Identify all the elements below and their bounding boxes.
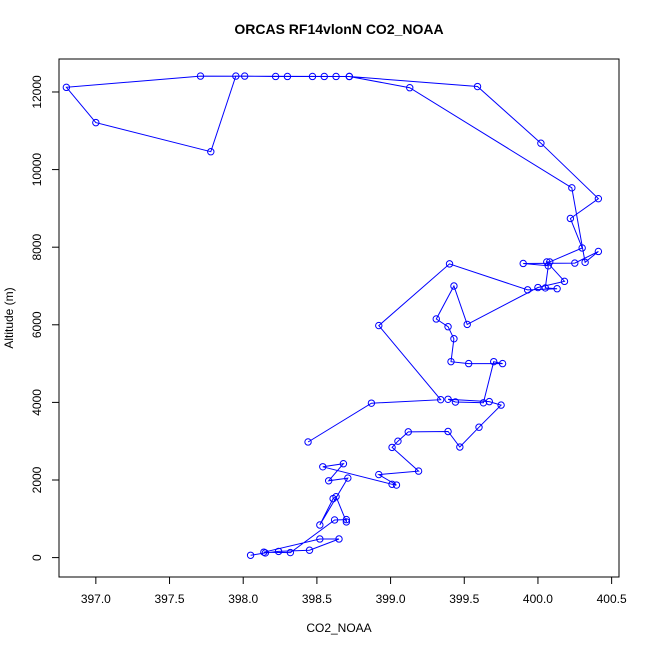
data-point	[271, 72, 280, 81]
x-tick-label: 400.5	[597, 592, 627, 606]
x-tick-label: 398.5	[302, 592, 332, 606]
data-point	[451, 398, 460, 406]
x-tick-label: 399.5	[449, 592, 479, 606]
data-point	[344, 474, 352, 482]
data-point	[342, 515, 351, 524]
data-point	[392, 481, 401, 489]
y-tick-label: 12000	[30, 75, 44, 109]
data-point	[444, 323, 452, 331]
data-point	[490, 357, 498, 366]
data-point	[404, 428, 412, 436]
data-point	[335, 535, 343, 543]
data-point	[544, 262, 552, 270]
x-tick-label: 399.0	[376, 592, 406, 606]
data-point	[553, 285, 561, 293]
data-point	[375, 470, 383, 479]
data-point	[324, 477, 333, 485]
data-point	[232, 72, 240, 80]
data-point	[475, 423, 483, 431]
data-point	[274, 547, 283, 556]
data-point	[523, 286, 532, 294]
data-point	[432, 315, 440, 323]
data-point	[320, 72, 328, 81]
data-point	[498, 359, 507, 368]
series-line	[65, 75, 600, 556]
series-layer	[62, 72, 603, 559]
data-point	[304, 438, 312, 446]
data-point	[578, 244, 586, 252]
data-point	[240, 72, 249, 80]
data-point	[444, 427, 452, 436]
data-point	[594, 247, 603, 256]
data-point	[497, 401, 505, 409]
data-point	[566, 214, 575, 223]
data-point	[406, 84, 414, 92]
data-point	[581, 258, 589, 267]
data-point	[319, 463, 327, 471]
x-axis: 397.0 397.5 398.0 398.5 399.0 399.5 400.0 400.5	[81, 576, 627, 606]
data-point	[436, 395, 445, 404]
data-point	[339, 459, 348, 468]
data-point	[445, 260, 454, 268]
x-tick-label: 400.0	[523, 592, 553, 606]
data-point	[283, 72, 292, 81]
data-point	[541, 284, 550, 292]
data-point	[568, 184, 576, 192]
data-point	[246, 551, 255, 559]
data-point	[543, 258, 551, 266]
y-tick-label: 6000	[30, 311, 44, 338]
data-point	[388, 443, 396, 452]
data-point	[464, 359, 473, 368]
data-point	[394, 437, 402, 445]
data-point	[450, 282, 458, 290]
data-point	[571, 259, 579, 267]
data-point	[62, 83, 71, 92]
data-point	[388, 480, 396, 488]
data-point	[308, 72, 317, 81]
data-point	[463, 320, 471, 329]
data-point	[367, 399, 376, 407]
data-point	[414, 467, 423, 475]
data-point	[560, 277, 569, 286]
y-tick-label: 0	[30, 554, 44, 561]
y-tick-label: 8000	[30, 234, 44, 261]
data-point	[316, 521, 324, 529]
data-point	[196, 72, 205, 80]
data-point	[207, 148, 215, 156]
data-point	[316, 535, 324, 543]
data-point	[342, 518, 351, 526]
data-point	[260, 548, 268, 556]
x-axis-title: CO2_NOAA	[306, 621, 371, 635]
data-point	[534, 283, 542, 292]
data-point	[286, 548, 295, 557]
data-point	[330, 516, 339, 524]
chart-title: ORCAS RF14vlonN CO2_NOAA	[234, 21, 443, 37]
data-point	[519, 259, 527, 268]
data-point	[92, 118, 100, 127]
x-tick-label: 398.0	[228, 592, 258, 606]
y-tick-label: 2000	[30, 466, 44, 493]
data-point	[447, 357, 455, 366]
data-point	[456, 443, 464, 451]
data-point	[473, 82, 482, 91]
data-point	[594, 194, 603, 203]
data-point	[450, 335, 458, 343]
data-point	[375, 321, 383, 330]
x-tick-label: 397.5	[155, 592, 185, 606]
data-point	[537, 139, 545, 147]
data-point	[546, 258, 554, 266]
x-tick-label: 397.0	[81, 592, 111, 606]
y-tick-label: 10000	[30, 153, 44, 187]
y-tick-label: 4000	[30, 389, 44, 416]
y-axis: 0 2000 4000 6000 8000 10000 12000	[30, 75, 60, 561]
data-point	[444, 395, 452, 403]
data-point	[332, 72, 340, 81]
data-point	[329, 494, 337, 503]
y-axis-title: Altitude (m)	[2, 287, 16, 348]
data-point	[305, 546, 314, 554]
data-point	[479, 399, 488, 407]
data-point	[345, 72, 354, 81]
plot-frame	[58, 58, 620, 578]
